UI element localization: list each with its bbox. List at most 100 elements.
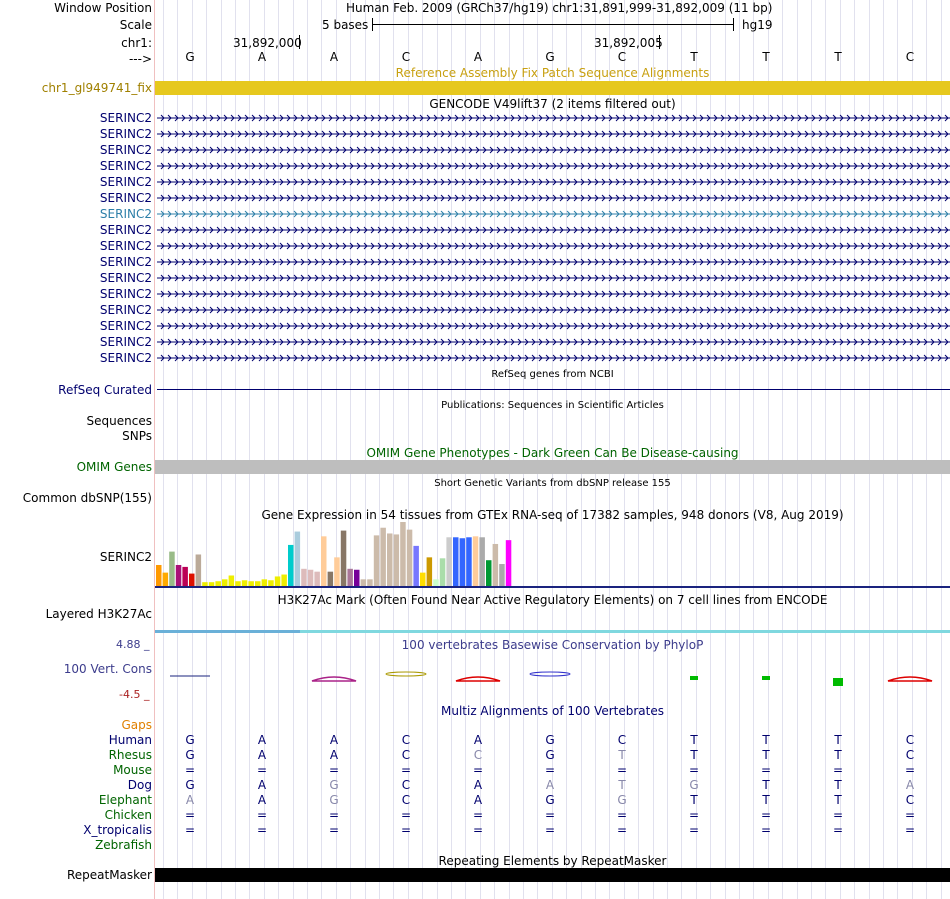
gencode-gene-feature[interactable]	[157, 225, 950, 235]
multiz-title[interactable]: Multiz Alignments of 100 Vertebrates	[440, 704, 665, 718]
fix-patch-bar[interactable]	[155, 81, 950, 95]
gencode-gene-feature[interactable]	[157, 209, 950, 219]
gencode-gene-feature[interactable]	[157, 337, 950, 347]
gtex-tissue-bar[interactable]	[459, 538, 466, 586]
phylop-label[interactable]: 100 Vert. Cons	[63, 662, 152, 676]
refseq-title[interactable]: RefSeq genes from NCBI	[491, 369, 614, 380]
gtex-tissue-bar[interactable]	[360, 579, 367, 586]
gtex-tissue-bar[interactable]	[175, 564, 182, 586]
gtex-tissue-bar[interactable]	[400, 522, 406, 586]
gtex-tissue-bar[interactable]	[393, 534, 400, 586]
gaps-label[interactable]: Gaps	[121, 718, 152, 732]
gtex-tissue-bar[interactable]	[334, 557, 340, 586]
omim-bar[interactable]	[155, 460, 950, 474]
publications-snps-label[interactable]: SNPs	[122, 429, 152, 443]
gencode-gene-label[interactable]: SERINC2	[99, 351, 152, 365]
multiz-species-label[interactable]: X_tropicalis	[83, 823, 152, 837]
gtex-tissue-bar[interactable]	[373, 535, 380, 586]
gtex-tissue-bar[interactable]	[492, 543, 499, 586]
publications-title[interactable]: Publications: Sequences in Scientific Ar…	[441, 400, 664, 411]
gtex-tissue-bar[interactable]	[354, 569, 360, 586]
gtex-tissue-bar[interactable]	[222, 579, 228, 586]
gencode-gene-label[interactable]: SERINC2	[99, 303, 152, 317]
gencode-gene-label[interactable]: SERINC2	[99, 111, 152, 125]
gencode-gene-feature[interactable]	[157, 353, 950, 363]
dbsnp-label[interactable]: Common dbSNP(155)	[22, 491, 152, 505]
gtex-tissue-bar[interactable]	[195, 554, 202, 586]
gencode-gene-feature[interactable]	[157, 177, 950, 187]
fix-patch-title[interactable]: Reference Assembly Fix Patch Sequence Al…	[395, 66, 710, 80]
chrom-label[interactable]: chr1:	[121, 36, 152, 50]
gencode-gene-feature[interactable]	[157, 273, 950, 283]
gencode-gene-label[interactable]: SERINC2	[99, 335, 152, 349]
gtex-tissue-bar[interactable]	[288, 544, 294, 586]
gtex-tissue-bar[interactable]	[499, 564, 505, 586]
gtex-tissue-bar[interactable]	[380, 527, 386, 586]
gtex-tissue-bar[interactable]	[202, 582, 208, 586]
gtex-tissue-bar[interactable]	[208, 582, 215, 586]
gtex-tissue-bar[interactable]	[367, 579, 373, 586]
gencode-gene-feature[interactable]	[157, 145, 950, 155]
publications-sequences-label[interactable]: Sequences	[86, 414, 152, 428]
gencode-gene-label[interactable]: SERINC2	[99, 175, 152, 189]
repeatmasker-bar[interactable]	[155, 868, 950, 882]
gtex-tissue-bar[interactable]	[321, 536, 327, 586]
gtex-tissue-bar[interactable]	[406, 529, 413, 586]
multiz-species-label[interactable]: Chicken	[104, 808, 152, 822]
gtex-tissue-bar[interactable]	[479, 537, 485, 586]
omim-label[interactable]: OMIM Genes	[76, 460, 152, 474]
gencode-gene-feature[interactable]	[157, 289, 950, 299]
gtex-tissue-bar[interactable]	[294, 531, 301, 586]
gencode-gene-label[interactable]: SERINC2	[99, 191, 152, 205]
scale-label[interactable]: Scale	[119, 18, 152, 32]
gencode-gene-label[interactable]: SERINC2	[99, 159, 152, 173]
gtex-tissue-bar[interactable]	[453, 537, 459, 586]
gencode-gene-feature[interactable]	[157, 305, 950, 315]
gtex-bar-chart[interactable]	[155, 522, 950, 588]
gencode-gene-feature[interactable]	[157, 241, 950, 251]
phylop-signal[interactable]	[155, 664, 950, 694]
omim-title[interactable]: OMIM Gene Phenotypes - Dark Green Can Be…	[366, 446, 739, 460]
gencode-gene-feature[interactable]	[157, 193, 950, 203]
gtex-tissue-bar[interactable]	[274, 576, 281, 586]
gtex-tissue-bar[interactable]	[268, 580, 274, 586]
h3k27ac-label[interactable]: Layered H3K27Ac	[45, 607, 152, 621]
h3k27ac-title[interactable]: H3K27Ac Mark (Often Found Near Active Re…	[277, 593, 828, 607]
gtex-tissue-bar[interactable]	[327, 571, 334, 586]
gtex-tissue-bar[interactable]	[281, 574, 287, 586]
gencode-gene-label[interactable]: SERINC2	[99, 287, 152, 301]
gtex-tissue-bar[interactable]	[162, 572, 169, 586]
refseq-label[interactable]: RefSeq Curated	[58, 383, 152, 397]
multiz-species-label[interactable]: Dog	[127, 778, 152, 792]
multiz-species-label[interactable]: Rhesus	[108, 748, 152, 762]
gencode-gene-feature[interactable]	[157, 321, 950, 331]
multiz-species-label[interactable]: Mouse	[113, 763, 152, 777]
gencode-title[interactable]: GENCODE V49lift37 (2 items filtered out)	[429, 97, 676, 111]
gtex-tissue-bar[interactable]	[182, 566, 188, 586]
gtex-tissue-bar[interactable]	[255, 581, 261, 586]
gtex-tissue-bar[interactable]	[413, 545, 419, 586]
fix-patch-label[interactable]: chr1_gl949741_fix	[41, 81, 152, 95]
repeatmasker-title[interactable]: Repeating Elements by RepeatMasker	[438, 854, 667, 868]
gtex-tissue-bar[interactable]	[439, 558, 446, 586]
gencode-gene-feature[interactable]	[157, 161, 950, 171]
gtex-tissue-bar[interactable]	[189, 573, 195, 586]
gtex-tissue-bar[interactable]	[261, 579, 268, 586]
gtex-tissue-bar[interactable]	[314, 571, 320, 586]
strand-label[interactable]: --->	[128, 52, 152, 66]
gtex-label[interactable]: SERINC2	[99, 550, 152, 564]
dbsnp-title[interactable]: Short Genetic Variants from dbSNP releas…	[434, 478, 671, 489]
gtex-tissue-bar[interactable]	[420, 572, 426, 586]
gtex-tissue-bar[interactable]	[156, 564, 162, 586]
multiz-species-label[interactable]: Zebrafish	[95, 838, 152, 852]
gtex-tissue-bar[interactable]	[347, 568, 353, 586]
multiz-species-label[interactable]: Human	[108, 733, 152, 747]
gencode-gene-label[interactable]: SERINC2	[99, 207, 152, 221]
gtex-tissue-bar[interactable]	[228, 575, 235, 586]
gencode-gene-feature[interactable]	[157, 113, 950, 123]
gtex-tissue-bar[interactable]	[215, 581, 221, 586]
gencode-gene-feature[interactable]	[157, 257, 950, 267]
gencode-gene-label[interactable]: SERINC2	[99, 271, 152, 285]
gtex-tissue-bar[interactable]	[387, 533, 393, 586]
gtex-tissue-bar[interactable]	[426, 557, 433, 586]
